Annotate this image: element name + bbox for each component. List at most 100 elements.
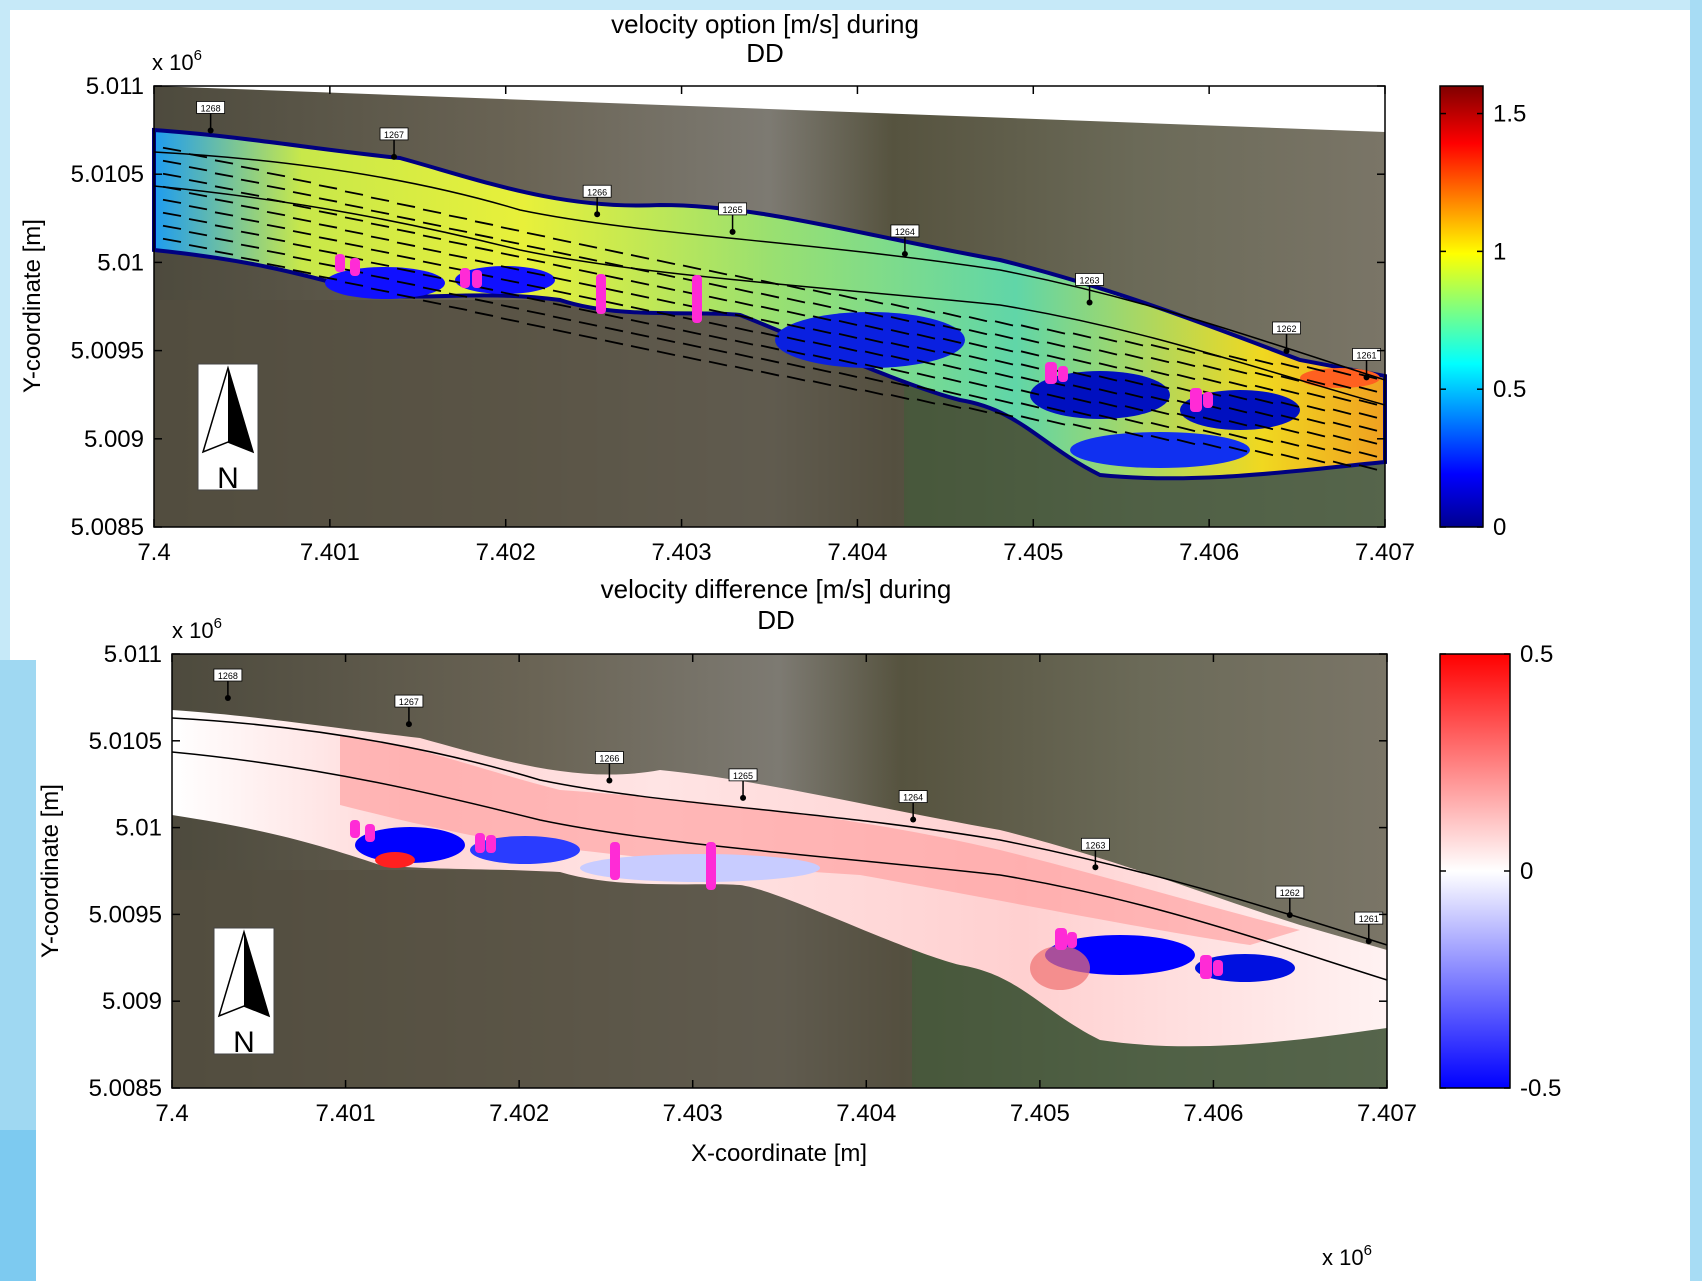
velocity-arrow — [162, 146, 182, 152]
bottom-x-tick-label: 7.402 — [489, 1100, 549, 1127]
velocity-arrow — [812, 328, 832, 335]
top-subtitle: DD — [746, 38, 784, 68]
velocity-arrow — [214, 159, 234, 165]
velocity-arrow — [656, 324, 676, 330]
velocity-arrow — [604, 339, 624, 346]
velocity-arrow — [1358, 412, 1378, 419]
bottom-increase-zone-2 — [1030, 946, 1090, 990]
velocity-arrow — [448, 214, 468, 220]
velocity-arrow — [370, 248, 390, 254]
velocity-arrow — [1150, 409, 1170, 416]
velocity-arrow — [240, 178, 260, 184]
velocity-arrow — [734, 313, 754, 320]
velocity-arrow — [214, 185, 234, 191]
top-km-marker-box — [1352, 348, 1381, 361]
velocity-arrow — [240, 243, 260, 249]
velocity-arrow — [994, 411, 1014, 418]
bottom-km-marker-label: 1265 — [733, 771, 753, 781]
bottom-north-arrow: N — [213, 927, 275, 1059]
velocity-arrow — [292, 191, 312, 197]
velocity-arrow — [786, 310, 806, 317]
velocity-arrow — [240, 230, 260, 236]
velocity-arrow — [890, 342, 910, 349]
velocity-arrow — [1332, 434, 1352, 442]
velocity-arrow — [812, 302, 832, 309]
velocity-arrow — [318, 197, 338, 203]
velocity-arrow — [526, 270, 546, 277]
velocity-arrow — [1254, 449, 1274, 457]
bottom-increase-zone — [340, 735, 1300, 945]
bottom-km-marker-label: 1264 — [903, 793, 923, 803]
velocity-arrow — [162, 172, 182, 178]
velocity-arrow — [656, 337, 676, 343]
velocity-arrow — [422, 299, 442, 305]
velocity-arrow — [266, 262, 286, 269]
bottom-x-tick-label: 7.403 — [663, 1100, 723, 1127]
velocity-arrow — [552, 250, 572, 257]
velocity-arrow — [578, 269, 598, 275]
velocity-arrow — [396, 254, 416, 260]
velocity-arrow — [1280, 362, 1300, 369]
velocity-arrow — [1020, 376, 1040, 383]
velocity-arrow — [214, 224, 234, 230]
velocity-arrow — [994, 320, 1014, 327]
top-x-tick-label: 7.402 — [476, 539, 536, 566]
bottom-colorbar-tick-label: 0.5 — [1520, 641, 1553, 668]
top-low-velocity-zone-1 — [325, 267, 445, 299]
velocity-arrow — [370, 196, 390, 202]
velocity-arrow — [708, 334, 728, 341]
velocity-arrow — [214, 237, 234, 243]
velocity-arrow — [1046, 393, 1066, 400]
velocity-arrow — [318, 184, 338, 190]
velocity-arrow — [786, 375, 806, 382]
velocity-arrow — [1228, 394, 1248, 401]
velocity-arrow — [500, 265, 520, 271]
velocity-arrow — [994, 359, 1014, 366]
velocity-arrow — [188, 205, 208, 211]
bottom-x-ticks: 7.4 7.401 7.402 7.403 7.404 7.405 7.406 7.407 — [155, 654, 1417, 1127]
bottom-structure-markers — [350, 820, 1223, 979]
velocity-arrow — [1358, 451, 1378, 458]
velocity-arrow — [370, 209, 390, 215]
velocity-arrow — [1254, 371, 1274, 379]
velocity-arrow — [786, 336, 806, 343]
velocity-arrow — [1280, 427, 1300, 434]
bottom-km-marker-box — [1081, 837, 1110, 851]
bottom-km-marker-label: 1262 — [1280, 888, 1300, 898]
velocity-arrow — [214, 172, 234, 178]
velocity-arrow — [266, 171, 286, 178]
top-low-velocity-zone-6 — [1070, 432, 1250, 468]
velocity-arrow — [526, 244, 546, 251]
velocity-arrow — [968, 329, 988, 336]
velocity-arrow — [526, 283, 546, 290]
velocity-arrow — [916, 307, 936, 314]
velocity-arrow — [396, 215, 416, 221]
velocity-arrow — [604, 326, 624, 333]
velocity-arrow — [786, 297, 806, 304]
velocity-arrow — [812, 341, 832, 348]
velocity-arrow — [994, 398, 1014, 405]
velocity-arrow — [1124, 366, 1144, 373]
velocity-arrow — [1228, 446, 1248, 453]
velocity-arrow — [1150, 370, 1170, 377]
bottom-km-marker-label: 1261 — [1359, 914, 1379, 924]
velocity-arrow — [734, 352, 754, 359]
velocity-arrow — [1306, 418, 1326, 425]
velocity-arrow — [500, 252, 520, 258]
velocity-arrow — [1306, 379, 1326, 386]
bottom-km-marker-label: 1263 — [1085, 840, 1105, 850]
velocity-arrow — [292, 230, 312, 236]
velocity-arrow — [838, 294, 858, 300]
velocity-arrow — [942, 376, 962, 383]
velocity-arrow — [708, 347, 728, 354]
top-km-marker-box — [890, 224, 920, 238]
velocity-arrow — [500, 239, 520, 245]
bottom-y-tick-label: 5.0085 — [89, 1075, 162, 1102]
velocity-arrow — [1332, 408, 1352, 416]
velocity-arrow — [604, 261, 624, 268]
velocity-arrow — [396, 267, 416, 273]
bottom-x-tick-label: 7.401 — [316, 1100, 376, 1127]
velocity-arrow — [188, 218, 208, 224]
velocity-arrow — [968, 368, 988, 375]
velocity-arrow — [1306, 392, 1326, 399]
